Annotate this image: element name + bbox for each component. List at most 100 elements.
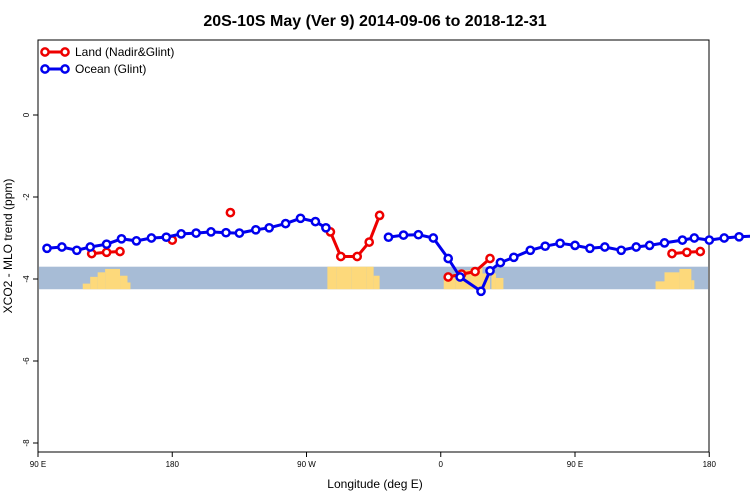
ocean-data-point [176, 229, 187, 239]
ocean-data-point [280, 218, 291, 229]
x-tick-label: 90 E [567, 460, 583, 469]
ocean-data-point [585, 243, 595, 254]
land-data-point [485, 253, 495, 264]
ocean-data-point [495, 257, 506, 268]
y-tick-label: -8 [22, 439, 31, 447]
land-patch-20 [691, 280, 695, 290]
legend-land-marker-right [60, 47, 70, 57]
land-data-point [364, 237, 375, 247]
ocean-data-point [161, 232, 172, 243]
y-tick-label: -6 [22, 357, 31, 365]
legend: Land (Nadir&Glint) Ocean (Glint) [40, 45, 174, 76]
x-axis: 90 E 180 90 W 0 90 E 180 [30, 452, 717, 469]
land-patch-11 [443, 277, 456, 290]
ocean-data-point [644, 240, 655, 251]
y-tick-label: -4 [22, 275, 31, 283]
land-ocean-band [39, 266, 708, 290]
land-data-point [101, 247, 112, 258]
y-axis: 0 -2 -4 -6 -8 [22, 112, 38, 447]
ocean-data-point [85, 242, 96, 252]
land-patch-16 [495, 277, 504, 290]
ocean-data-point [321, 222, 331, 233]
land-data-point [335, 251, 346, 262]
chart-title: 20S-10S May (Ver 9) 2014-09-06 to 2018-1… [203, 13, 546, 30]
legend-land-marker-left [40, 47, 50, 57]
ocean-data-point [428, 233, 439, 243]
ocean-data-point [206, 227, 216, 237]
y-tick-label: -2 [22, 193, 31, 201]
land-data-point [225, 207, 236, 218]
land-patch-6 [327, 266, 337, 290]
x-tick-label: 180 [703, 460, 717, 469]
ocean-data-point [570, 240, 580, 251]
ocean-data-point [413, 229, 424, 240]
ocean-data-point [250, 224, 261, 235]
ocean-data-point [310, 216, 321, 227]
land-data-point [695, 246, 706, 257]
plot-frame [37, 39, 710, 453]
ocean-data-point [146, 233, 157, 243]
y-tick-label: 0 [22, 112, 31, 117]
land-data-point [682, 247, 692, 258]
land-patch-10 [373, 275, 380, 290]
land-patch-2 [97, 272, 106, 290]
ocean-data-point [443, 253, 454, 264]
land-patch-17 [655, 281, 665, 290]
ocean-data-point [234, 228, 245, 238]
land-data-point [115, 246, 125, 257]
ocean-data-point [485, 265, 495, 276]
ocean-data-point [719, 233, 730, 243]
land-patch-18 [664, 272, 680, 290]
land-patch-13 [470, 267, 483, 290]
ocean-data-point [42, 243, 52, 254]
x-tick-label: 90 E [30, 460, 46, 469]
ocean-data-point [383, 232, 394, 243]
ocean-data-point [555, 238, 565, 249]
ocean-data-point [677, 235, 688, 245]
legend-land-label: Land (Nadir&Glint) [75, 45, 174, 59]
ocean-data-point [734, 231, 744, 242]
ocean-data-point [131, 236, 142, 246]
ocean-data-point [689, 233, 700, 243]
land-data-point [374, 210, 385, 221]
ocean-data-point [57, 242, 67, 252]
ocean-data-point [455, 272, 465, 282]
legend-ocean-marker-right [60, 64, 70, 74]
ocean-data-point [476, 286, 486, 297]
land-data-point [470, 266, 480, 277]
land-patch-5 [127, 282, 131, 290]
ocean-data-point [191, 228, 201, 238]
ocean-data-point [540, 241, 551, 252]
land-data-point [667, 248, 677, 259]
x-axis-label: Longitude (deg E) [327, 477, 422, 491]
land-patch-15 [491, 273, 496, 290]
series-layer [42, 207, 750, 297]
x-tick-label: 0 [439, 460, 444, 469]
ocean-data-point [295, 213, 306, 224]
land-patch-0 [82, 283, 91, 290]
y-axis-label: XCO2 - MLO trend (ppm) [1, 179, 15, 314]
land-patch-8 [351, 266, 367, 290]
ocean-data-point [264, 222, 275, 233]
legend-ocean-label: Ocean (Glint) [75, 62, 146, 76]
ocean-data-point [704, 235, 715, 245]
ocean-data-point [116, 233, 127, 244]
x-tick-label: 180 [166, 460, 180, 469]
ocean-data-point [525, 245, 536, 256]
legend-ocean-marker-left [40, 64, 50, 74]
ocean-data-point [508, 252, 519, 263]
ocean-data-point [71, 245, 82, 256]
land-patch-4 [120, 275, 128, 290]
ocean-data-point [599, 242, 610, 252]
ocean-data-point [101, 239, 112, 250]
land-series-line [329, 214, 381, 258]
land-patch-7 [336, 266, 352, 290]
land-series-line [447, 257, 491, 279]
ocean-data-point [631, 242, 642, 252]
land-data-point [352, 251, 363, 262]
ocean-data-point [659, 238, 670, 248]
land-patch-9 [366, 266, 374, 290]
x-tick-label: 90 W [297, 460, 316, 469]
land-data-point [443, 272, 454, 282]
